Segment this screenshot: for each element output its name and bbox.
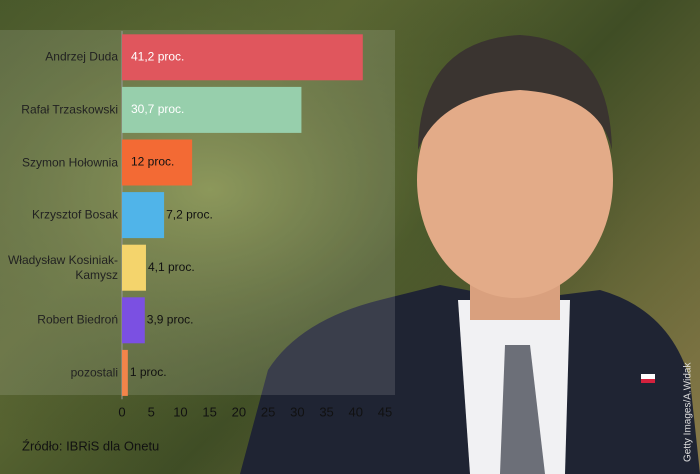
x-tick-label: 20 bbox=[232, 404, 246, 419]
x-tick-label: 25 bbox=[261, 404, 275, 419]
value-label: 3,9 proc. bbox=[147, 312, 194, 326]
bar bbox=[122, 86, 302, 133]
source: Źródło: IBRiS dla Onetu bbox=[22, 438, 159, 453]
bar bbox=[122, 34, 363, 81]
value-label: 30,7 proc. bbox=[131, 102, 184, 116]
bar bbox=[122, 349, 128, 396]
value-label: 7,2 proc. bbox=[166, 207, 213, 221]
value-label: 1 proc. bbox=[130, 365, 167, 379]
x-tick-label: 35 bbox=[319, 404, 333, 419]
x-tick-label: 40 bbox=[349, 404, 363, 419]
category-label: Władysław Kosiniak-Kamysz bbox=[7, 252, 118, 282]
x-tick-label: 30 bbox=[290, 404, 304, 419]
category-label: pozostali bbox=[70, 365, 118, 380]
x-tick-label: 45 bbox=[378, 404, 392, 419]
photo-credit: Getty Images/A.Widak bbox=[683, 362, 694, 462]
category-label: Rafał Trzaskowski bbox=[21, 102, 118, 117]
bar bbox=[122, 244, 146, 291]
x-tick-label: 5 bbox=[148, 404, 155, 419]
photo bbox=[240, 35, 700, 474]
value-label: 4,1 proc. bbox=[148, 260, 195, 274]
x-tick-label: 15 bbox=[202, 404, 216, 419]
bar bbox=[122, 297, 145, 344]
category-label: Robert Biedroń bbox=[37, 312, 118, 327]
x-tick-label: 10 bbox=[173, 404, 187, 419]
value-label: 12 proc. bbox=[131, 155, 174, 169]
x-tick-label: 0 bbox=[118, 404, 125, 419]
category-label: Andrzej Duda bbox=[45, 49, 118, 64]
category-label: Szymon Hołownia bbox=[21, 155, 118, 169]
category-label: Krzysztof Bosak bbox=[31, 207, 118, 222]
bar bbox=[122, 192, 165, 239]
bar bbox=[122, 139, 193, 186]
value-label: 41,2 proc. bbox=[131, 49, 184, 63]
